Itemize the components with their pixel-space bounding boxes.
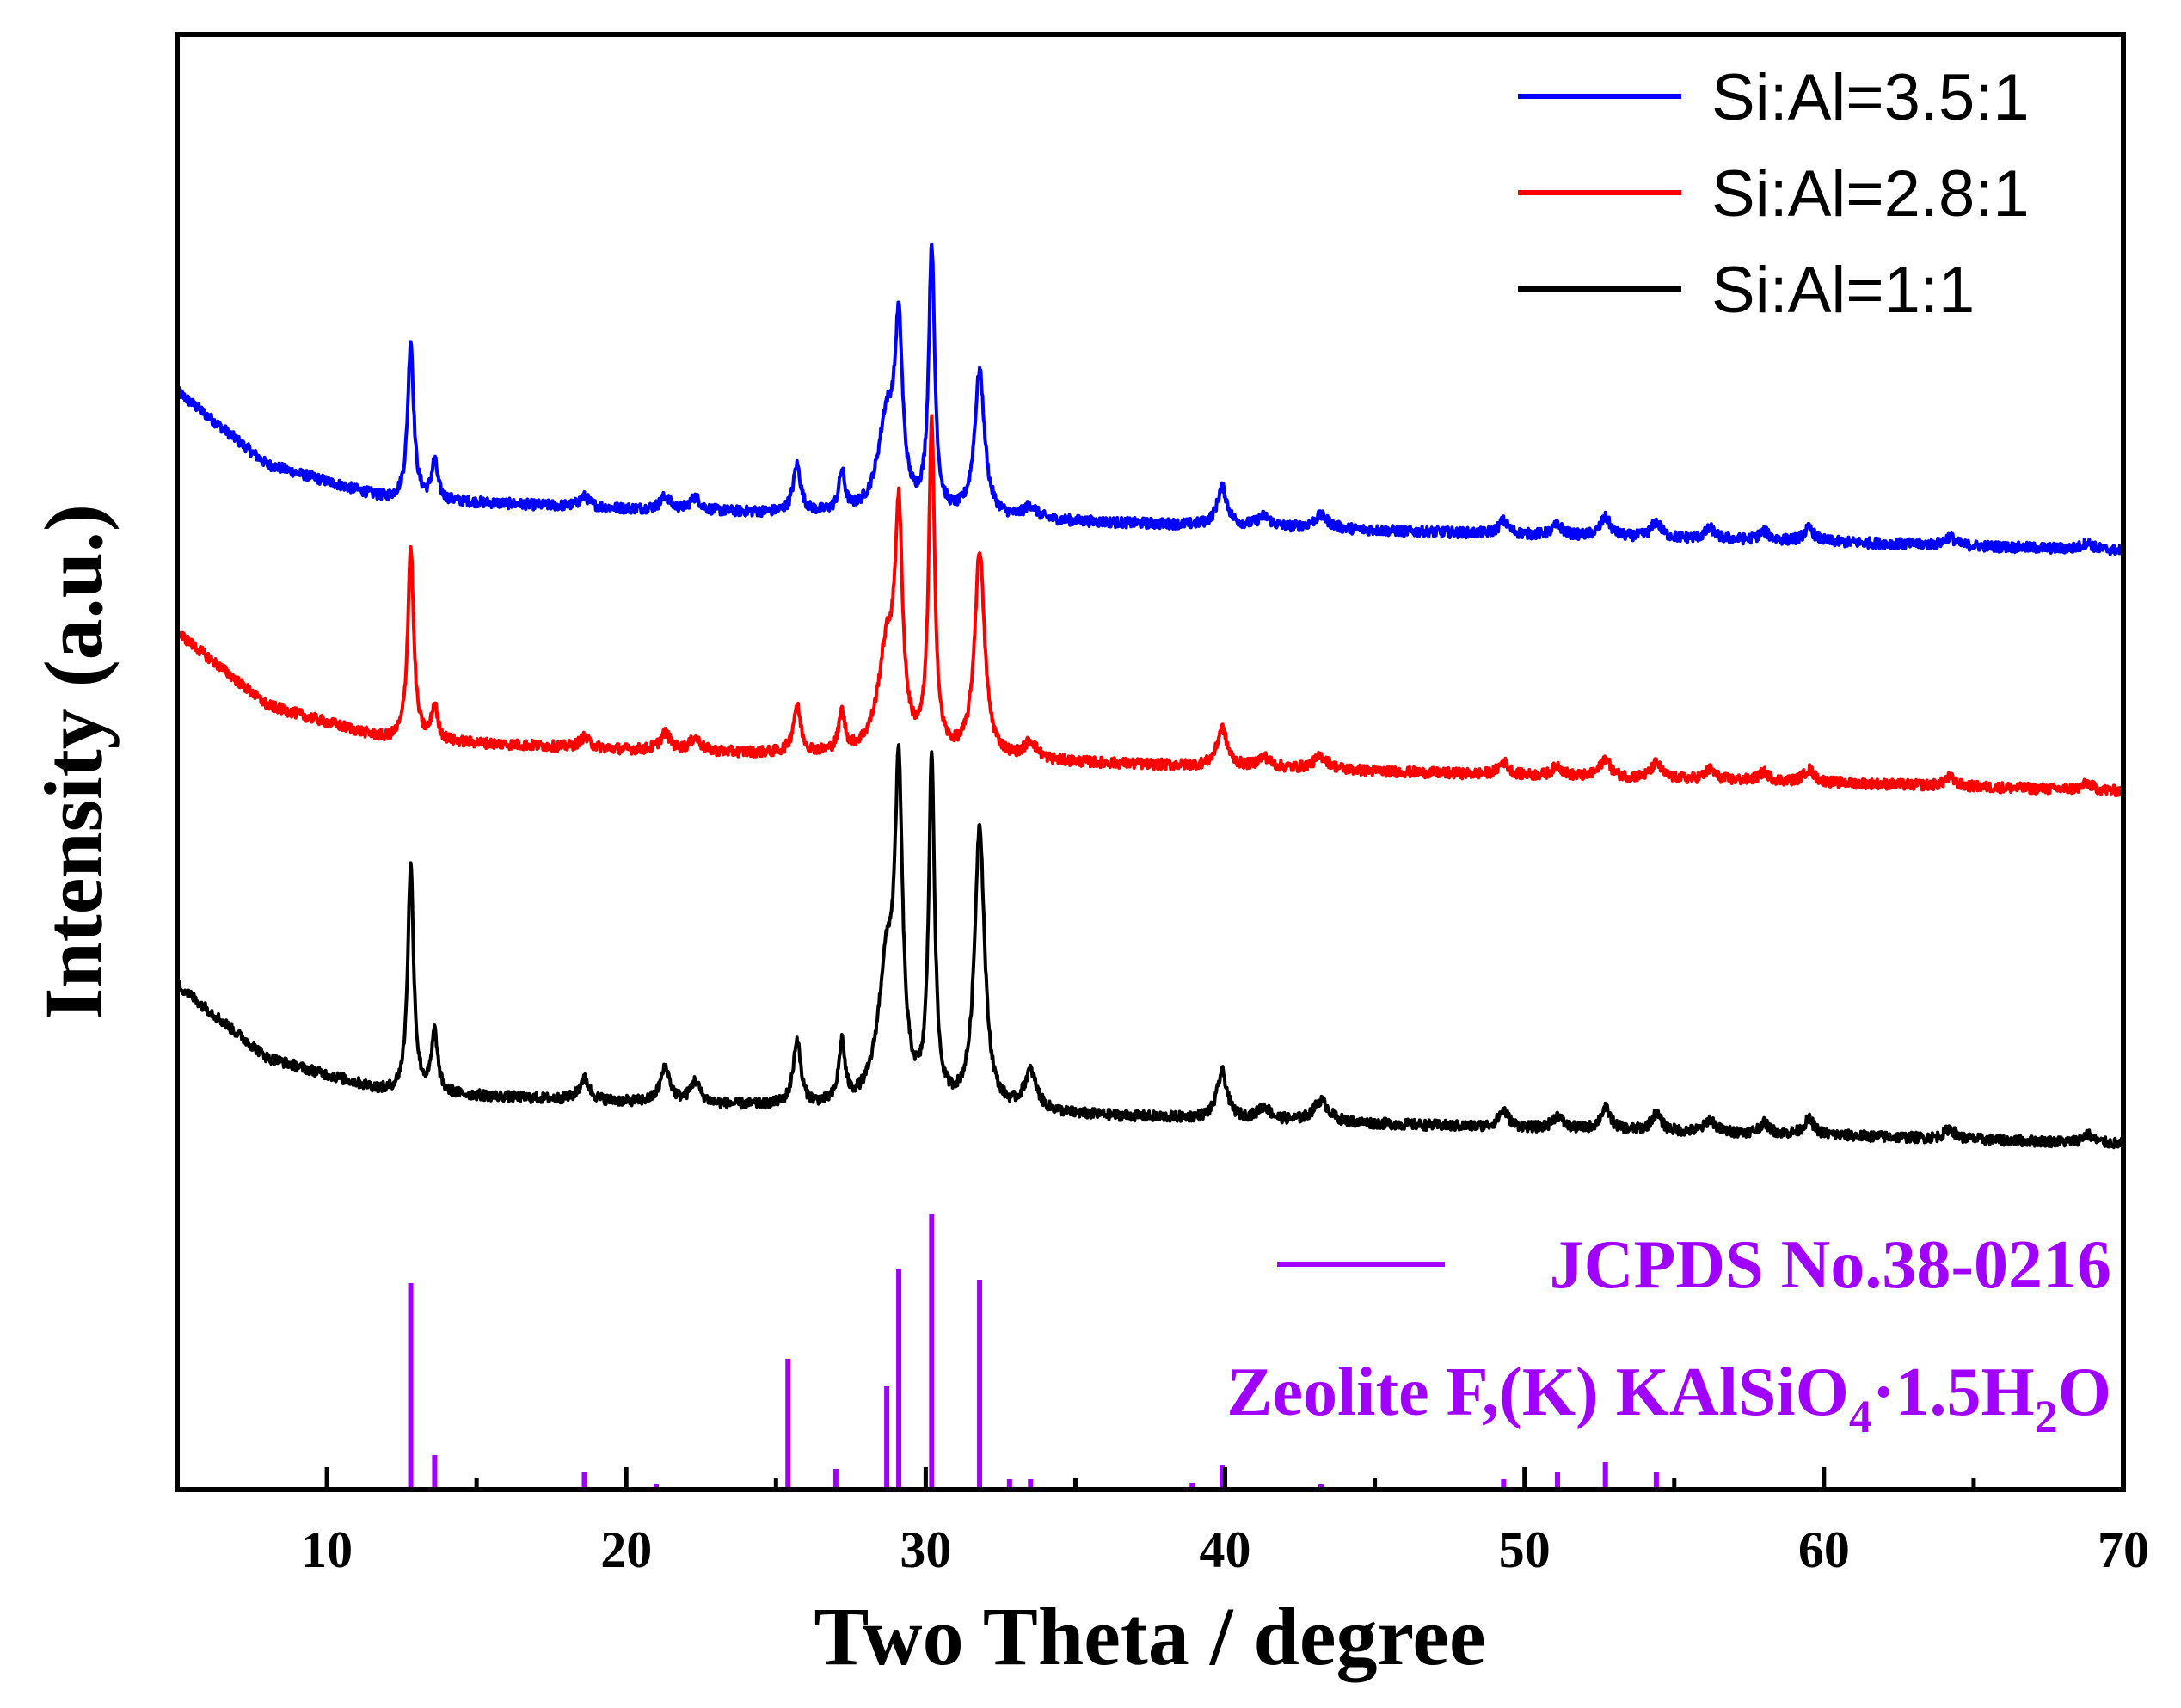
- y-axis-title: Intensity (a.u.): [28, 504, 120, 1020]
- x-axis-ticks: [175, 1467, 2126, 1490]
- x-tick-labels: 10 20 30 40 50 60 70: [301, 1521, 2149, 1578]
- compound-part-1: Zeolite F,(K) KAlSiO: [1226, 1355, 1849, 1430]
- legend-label-series-2: Si:Al=1:1: [1711, 254, 1975, 327]
- series-line-0: [175, 242, 2125, 556]
- x-tick-label-10: 10: [301, 1521, 353, 1578]
- reference-legend-label: JCPDS No.38-0216: [1550, 1227, 2111, 1303]
- series-line-1: [175, 414, 2125, 797]
- series-layer: [175, 242, 2125, 1150]
- compound-part-3: O: [2058, 1355, 2111, 1430]
- x-axis-title: Two Theta / degree: [814, 1590, 1485, 1682]
- reference-legend: JCPDS No.38-0216 Zeolite F,(K) KAlSiO4·1…: [1226, 1227, 2111, 1442]
- legend: Si:Al=3.5:1 Si:Al=2.8:1 Si:Al=1:1: [1518, 61, 2030, 327]
- compound-sub-1: 4: [1849, 1391, 1872, 1442]
- x-tick-label-40: 40: [1200, 1521, 1251, 1578]
- plot-frame: [175, 32, 2126, 1492]
- reference-sticks: [408, 1214, 1659, 1490]
- series-line-2: [175, 743, 2125, 1150]
- x-tick-label-50: 50: [1499, 1521, 1551, 1578]
- x-tick-label-60: 60: [1798, 1521, 1850, 1578]
- reference-compound-label: Zeolite F,(K) KAlSiO4·1.5H2O: [1226, 1355, 2111, 1442]
- compound-part-2: ·1.5H: [1872, 1355, 2035, 1430]
- x-tick-label-70: 70: [2098, 1521, 2149, 1578]
- legend-label-series-0: Si:Al=3.5:1: [1711, 61, 2030, 134]
- plot-area: [175, 32, 2126, 1492]
- legend-label-series-1: Si:Al=2.8:1: [1711, 157, 2030, 230]
- x-tick-label-30: 30: [900, 1521, 951, 1578]
- compound-sub-2: 2: [2035, 1391, 2058, 1442]
- x-tick-label-20: 20: [600, 1521, 652, 1578]
